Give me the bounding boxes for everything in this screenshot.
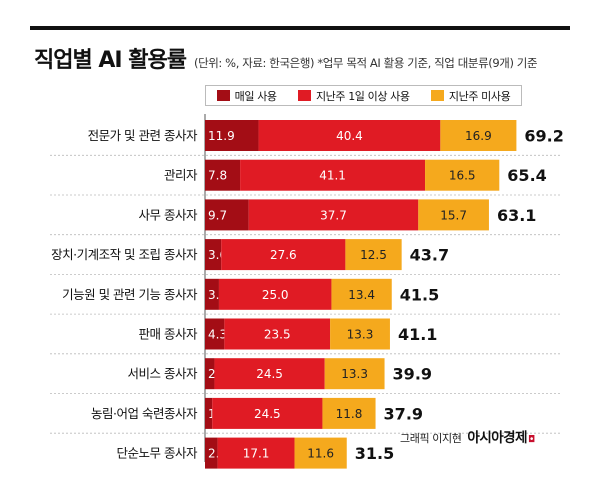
data-label-weekly: 37.7 bbox=[320, 208, 347, 222]
bar-segment-weekly bbox=[258, 120, 441, 151]
bar-segment-nonuse bbox=[294, 437, 347, 469]
bar-segment-daily bbox=[205, 318, 225, 350]
category-label: 단순노무 종사자 bbox=[117, 446, 198, 461]
brand-logo: 아시아경제 bbox=[467, 430, 528, 446]
bar-segment-daily bbox=[205, 120, 259, 151]
data-label-weekly: 27.6 bbox=[270, 248, 297, 262]
legend-label-nonuse: 지난주 미사용 bbox=[448, 89, 511, 103]
data-label-nonuse: 11.6 bbox=[307, 447, 334, 461]
bar-segment-weekly bbox=[248, 199, 419, 231]
data-label-nonuse: 13.3 bbox=[347, 328, 374, 342]
bar-segment-daily bbox=[205, 159, 241, 191]
data-label-daily: 7.8 bbox=[208, 169, 227, 183]
bar-segment-weekly bbox=[240, 159, 426, 191]
bar-segment-nonuse bbox=[322, 397, 376, 429]
legend-label-daily: 매일 사용 bbox=[234, 89, 277, 103]
bar-segment-daily bbox=[205, 437, 218, 469]
bar-segment-weekly bbox=[224, 318, 331, 350]
brand-mark-icon: ◘ bbox=[528, 435, 536, 445]
bar-segment-weekly bbox=[221, 239, 346, 271]
data-label-nonuse: 12.5 bbox=[360, 248, 387, 262]
bar-segment-nonuse bbox=[440, 120, 517, 151]
legend: 매일 사용 지난주 1일 이상 사용 지난주 미사용 bbox=[205, 85, 522, 106]
category-label: 관리자 bbox=[164, 168, 198, 183]
total-label: 69.2 bbox=[524, 127, 563, 146]
data-label-daily: 11.9 bbox=[208, 129, 235, 143]
bar-segment-weekly bbox=[218, 278, 332, 310]
top-rule bbox=[30, 26, 570, 30]
data-label-daily: 4.3 bbox=[208, 328, 227, 342]
chart-subtitle: (단위: %, 자료: 한국은행) *업무 목적 AI 활용 기준, 직업 대분… bbox=[193, 56, 538, 70]
bar-segment-weekly bbox=[212, 397, 323, 429]
data-label-weekly: 41.1 bbox=[319, 169, 346, 183]
bar-segment-nonuse bbox=[330, 318, 390, 350]
total-label: 65.4 bbox=[507, 166, 546, 185]
credit: 그래픽 이지현 아시아경제 ◘ bbox=[400, 426, 535, 446]
bar-segment-daily bbox=[205, 358, 215, 390]
bar-segment-weekly bbox=[217, 437, 295, 469]
data-label-nonuse: 13.3 bbox=[341, 367, 368, 381]
data-label-nonuse: 15.7 bbox=[440, 208, 467, 222]
data-label-weekly: 40.4 bbox=[336, 129, 363, 143]
category-label: 판매 종사자 bbox=[139, 327, 198, 342]
legend-item-nonuse: 지난주 미사용 bbox=[430, 88, 511, 104]
chart-title: 직업별 AI 활용률 bbox=[34, 48, 187, 73]
header: 직업별 AI 활용률 (단위: %, 자료: 한국은행) *업무 목적 AI 활… bbox=[34, 42, 584, 73]
bar-segment-weekly bbox=[214, 358, 325, 390]
graphic-credit: 그래픽 이지현 bbox=[400, 432, 462, 445]
data-label-nonuse: 13.4 bbox=[348, 288, 375, 302]
total-label: 43.7 bbox=[410, 246, 449, 265]
legend-item-weekly: 지난주 1일 이상 사용 bbox=[297, 88, 410, 104]
data-label-weekly: 24.5 bbox=[256, 367, 283, 381]
data-label-daily: 9.7 bbox=[208, 208, 227, 222]
total-label: 41.1 bbox=[398, 325, 437, 344]
data-label-weekly: 25.0 bbox=[262, 288, 289, 302]
data-label-weekly: 17.1 bbox=[243, 447, 270, 461]
legend-item-daily: 매일 사용 bbox=[216, 88, 277, 104]
bar-segment-daily bbox=[205, 397, 213, 429]
bar-segment-nonuse bbox=[331, 278, 392, 310]
bar-segment-nonuse bbox=[418, 199, 489, 231]
category-label: 사무 종사자 bbox=[139, 207, 198, 222]
data-label-nonuse: 16.5 bbox=[449, 169, 476, 183]
category-label: 농림·어업 숙련종사자 bbox=[91, 406, 198, 421]
total-label: 41.5 bbox=[400, 285, 439, 304]
bar-segment-nonuse bbox=[425, 159, 500, 191]
category-label: 서비스 종사자 bbox=[128, 366, 198, 381]
total-label: 63.1 bbox=[497, 206, 536, 225]
total-label: 31.5 bbox=[355, 444, 394, 463]
data-label-nonuse: 16.9 bbox=[465, 129, 492, 143]
bar-segment-daily bbox=[205, 278, 219, 310]
bar-segment-daily bbox=[205, 199, 249, 231]
legend-swatch-daily bbox=[216, 90, 230, 101]
category-label: 기능원 및 관련 기능 종사자 bbox=[62, 287, 198, 302]
legend-swatch-weekly bbox=[297, 90, 311, 101]
bar-segment-nonuse bbox=[345, 239, 402, 271]
total-label: 37.9 bbox=[384, 404, 423, 423]
bar-segment-daily bbox=[205, 239, 222, 271]
data-label-weekly: 23.5 bbox=[264, 328, 291, 342]
legend-label-weekly: 지난주 1일 이상 사용 bbox=[315, 89, 410, 103]
category-label: 전문가 및 관련 종사자 bbox=[88, 128, 198, 143]
category-label: 장치·기계조작 및 조립 종사자 bbox=[51, 247, 198, 262]
total-label: 39.9 bbox=[393, 365, 432, 384]
bar-segment-nonuse bbox=[324, 358, 385, 390]
legend-swatch-nonuse bbox=[430, 90, 444, 101]
data-label-nonuse: 11.8 bbox=[336, 407, 363, 421]
data-label-weekly: 24.5 bbox=[254, 407, 281, 421]
